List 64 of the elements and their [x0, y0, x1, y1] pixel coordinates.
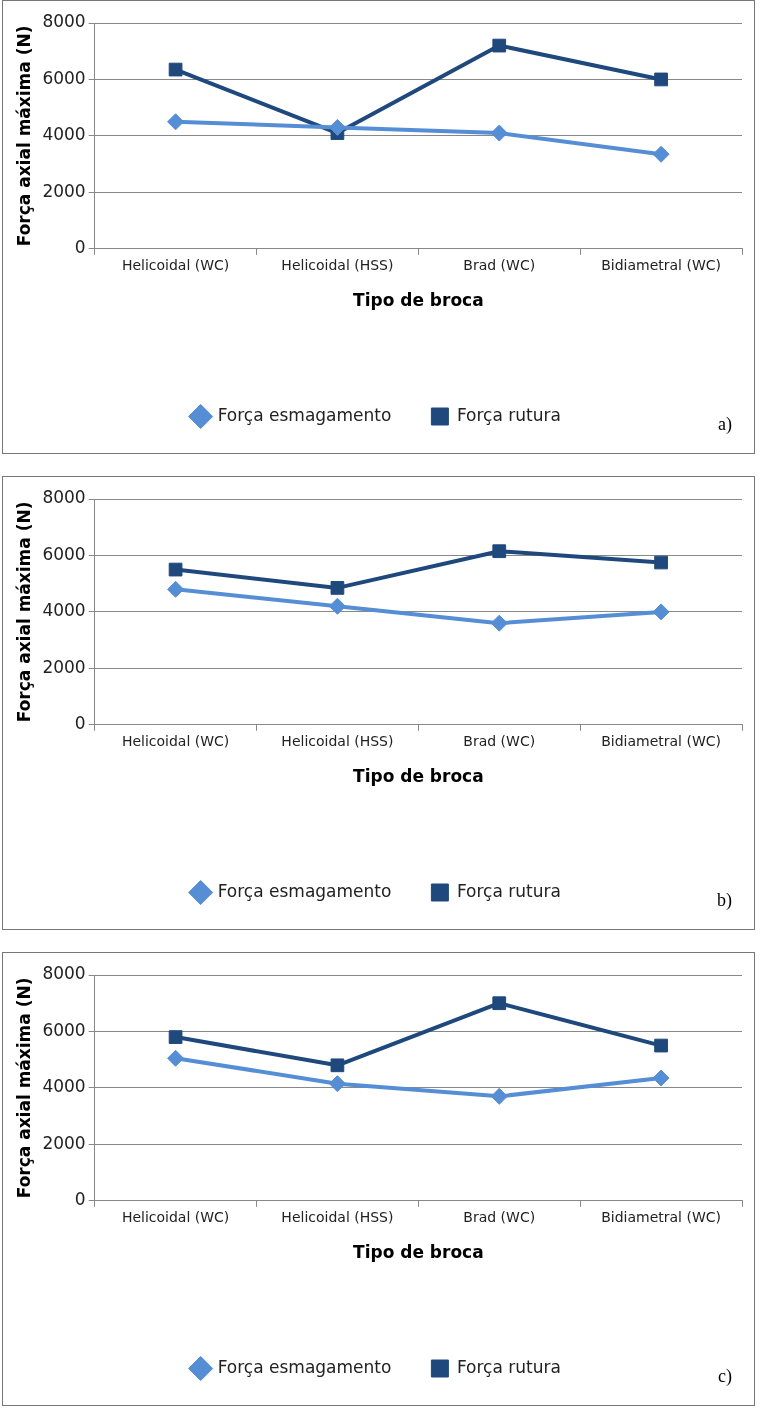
- text: a): [718, 414, 732, 435]
- y-tick-label: 4000: [42, 1076, 86, 1097]
- x-tick-label: Helicoidal (HSS): [281, 256, 394, 273]
- point: [330, 1058, 345, 1073]
- point: [492, 996, 507, 1011]
- y-tick-label: 8000: [42, 963, 86, 984]
- legend-label: Força esmagamento: [217, 404, 392, 425]
- point: [490, 614, 508, 632]
- point: [328, 118, 346, 136]
- x-tick-label: Bidiametral (WC): [601, 1208, 721, 1225]
- point: [167, 1049, 185, 1067]
- point: [652, 1069, 670, 1087]
- point: [492, 544, 507, 559]
- x-axis-title: Tipo de broca: [353, 766, 484, 787]
- point: [490, 1087, 508, 1105]
- point: [654, 555, 668, 570]
- legend-label: Força rutura: [456, 1356, 561, 1377]
- point: [328, 597, 346, 615]
- x-tick-label: Brad (WC): [463, 732, 536, 749]
- y-axis-title: Força axial máxima (N): [13, 25, 34, 247]
- point: [168, 562, 183, 577]
- y-tick-label: 0: [74, 237, 86, 258]
- y-axis-title: Força axial máxima (N): [13, 977, 34, 1199]
- y-tick-label: 6000: [42, 1019, 86, 1040]
- x-tick-label: Bidiametral (WC): [601, 732, 721, 749]
- y-tick-label: 6000: [42, 543, 86, 564]
- x-tick-label: Helicoidal (WC): [121, 256, 230, 273]
- point: [654, 72, 668, 87]
- point: [167, 580, 185, 598]
- point: [492, 38, 507, 53]
- legend-label: Força rutura: [456, 880, 561, 901]
- x-tick-label: Bidiametral (WC): [601, 256, 721, 273]
- y-tick-label: 0: [74, 713, 86, 734]
- point: [652, 145, 670, 163]
- y-tick-label: 2000: [42, 1132, 86, 1153]
- x-tick-label: Helicoidal (WC): [121, 732, 230, 749]
- legend-label: Força esmagamento: [217, 1356, 392, 1377]
- point: [652, 603, 670, 621]
- point: [490, 124, 508, 142]
- y-tick-label: 2000: [42, 180, 86, 201]
- x-tick-label: Helicoidal (WC): [121, 1208, 230, 1225]
- point: [654, 1038, 668, 1053]
- x-tick-label: Brad (WC): [463, 1208, 536, 1225]
- x-tick-label: Helicoidal (HSS): [281, 732, 394, 749]
- x-axis-title: Tipo de broca: [353, 290, 484, 311]
- y-tick-label: 8000: [42, 487, 86, 508]
- point: [168, 62, 183, 77]
- y-tick-label: 4000: [42, 124, 86, 145]
- text: b): [717, 890, 732, 911]
- legend-label: Força rutura: [456, 404, 561, 425]
- point: [330, 581, 345, 595]
- legend-label: Força esmagamento: [217, 880, 392, 901]
- x-tick-label: Brad (WC): [463, 256, 536, 273]
- point: [168, 1030, 183, 1044]
- y-tick-label: 8000: [42, 11, 86, 32]
- x-axis-title: Tipo de broca: [353, 1242, 484, 1263]
- y-axis-title: Força axial máxima (N): [13, 501, 34, 723]
- x-tick-label: Helicoidal (HSS): [281, 1208, 394, 1225]
- y-tick-label: 4000: [42, 600, 86, 621]
- y-tick-label: 0: [74, 1189, 86, 1210]
- y-tick-label: 6000: [42, 67, 86, 88]
- y-tick-label: 2000: [42, 656, 86, 677]
- text: c): [718, 1366, 732, 1387]
- point: [328, 1075, 346, 1093]
